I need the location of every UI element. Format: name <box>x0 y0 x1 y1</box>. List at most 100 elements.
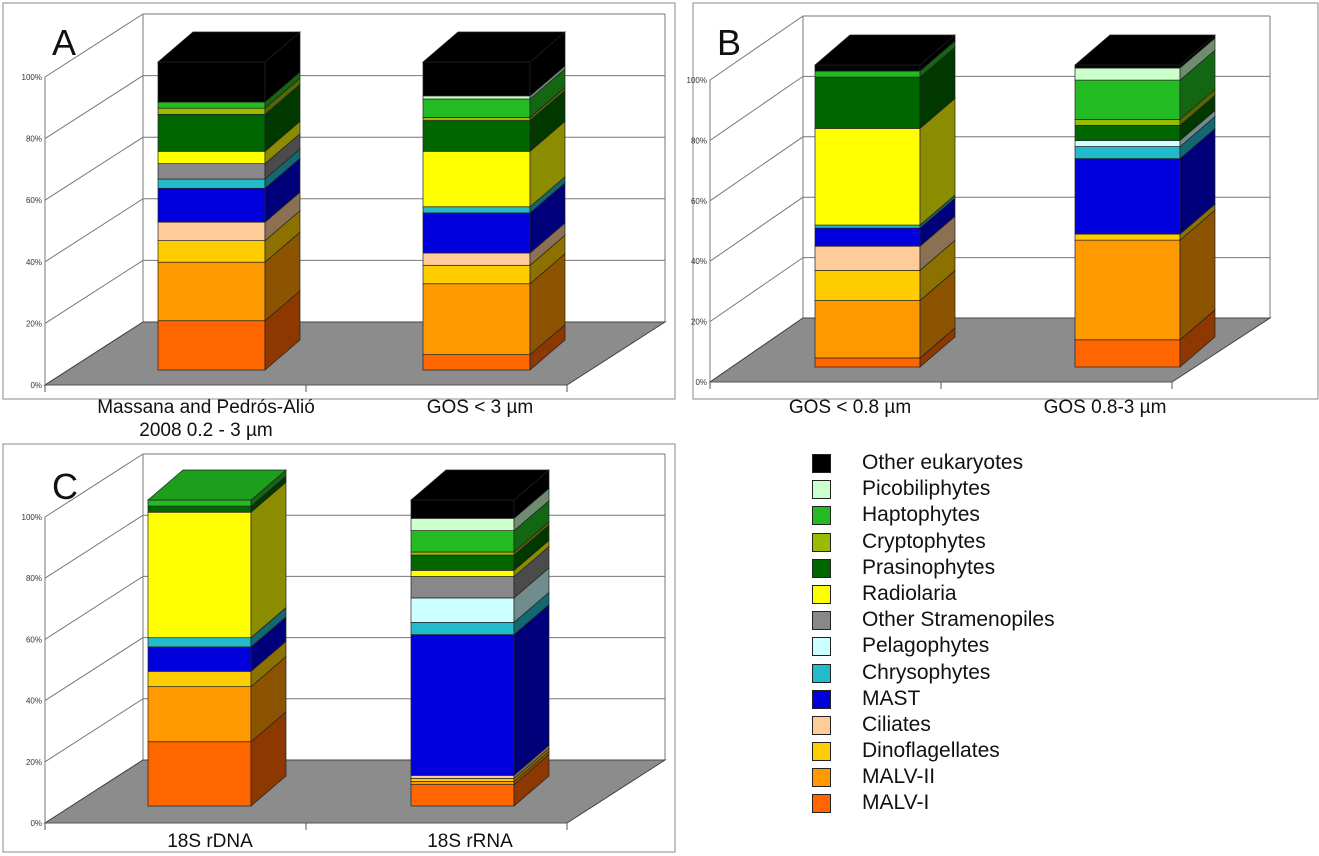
bar-segment <box>410 570 515 577</box>
bar-segment <box>422 61 531 97</box>
y-tick-label: 0% <box>30 381 42 390</box>
bar-segment <box>1074 158 1181 235</box>
bar-segment <box>422 117 531 121</box>
gridline <box>709 257 804 323</box>
bar-segment <box>157 178 266 189</box>
bar-segment <box>1074 239 1181 341</box>
gridline <box>44 136 144 201</box>
bar-segment <box>147 686 252 743</box>
legend-swatch <box>812 689 831 709</box>
bar-segment <box>814 270 921 301</box>
bar-segment <box>422 283 531 355</box>
legend-label: Dinoflagellates <box>862 739 1000 763</box>
gridline <box>44 198 144 263</box>
y-tick-label: 100% <box>22 73 42 82</box>
y-tick-label: 40% <box>26 258 42 267</box>
y-tick-label: 60% <box>26 635 42 644</box>
bar-segment <box>814 300 921 359</box>
legend-label: Picobiliphytes <box>862 477 991 501</box>
bar-segment <box>410 634 515 776</box>
legend-label: Other eukaryotes <box>862 451 1024 474</box>
legend-label: MALV-I <box>862 791 930 815</box>
bar-segment <box>147 499 252 507</box>
bar-segment <box>1074 125 1181 141</box>
bar-segment <box>147 637 252 648</box>
bar-segment <box>814 64 921 72</box>
category-label: 18S rDNA <box>167 831 253 852</box>
bar-segment <box>422 98 531 118</box>
bar-segment <box>147 671 252 688</box>
y-tick-label: 0% <box>30 819 42 828</box>
bar-segment <box>422 354 531 371</box>
legend-label: MAST <box>862 686 921 710</box>
y-tick-label: 80% <box>26 574 42 583</box>
bar-segment <box>410 775 515 779</box>
bar-segment <box>410 554 515 571</box>
bar-segment <box>147 505 252 513</box>
bar-segment <box>157 187 266 223</box>
legend-swatch <box>812 637 831 657</box>
panel-letter-a: A <box>52 22 77 63</box>
bar-segment <box>1074 146 1181 159</box>
gridline <box>44 75 144 140</box>
legend-swatch <box>812 663 831 683</box>
bar-segment <box>157 101 266 109</box>
bar-segment <box>410 499 515 519</box>
y-tick-label: 80% <box>26 135 42 144</box>
bar-segment <box>410 781 515 785</box>
panel-letter-b: B <box>717 22 742 63</box>
gridline <box>44 259 144 324</box>
bar-segment <box>814 70 921 78</box>
legend-label: Other Stramenopiles <box>862 608 1055 632</box>
y-tick-label: 100% <box>22 513 42 522</box>
y-tick-label: 20% <box>26 758 42 767</box>
bar-segment <box>410 518 515 531</box>
bar-segment <box>410 530 515 553</box>
bar-segment <box>157 114 266 152</box>
legend-swatch <box>812 742 831 762</box>
bar-segment <box>422 120 531 152</box>
category-label: GOS < 3 µm <box>426 397 534 418</box>
legend-swatch <box>812 532 831 552</box>
bar-segment <box>157 261 266 322</box>
bar-segment <box>422 252 531 266</box>
bar-segment <box>422 206 531 214</box>
bar-segment <box>410 778 515 782</box>
bar-segment <box>157 107 266 115</box>
bar-segment <box>814 76 921 129</box>
gridline <box>44 514 144 579</box>
gridline <box>44 575 144 640</box>
bar-segment <box>1074 67 1181 81</box>
category-label: Massana and Pedrós-Alió 2008 0.2 - 3 µm <box>97 397 315 441</box>
bar-segment <box>422 212 531 254</box>
bar-top <box>157 31 301 63</box>
bar-top <box>1074 34 1216 66</box>
legend-label: Cryptophytes <box>862 529 986 553</box>
legend-swatch <box>812 584 831 604</box>
legend-label: MALV-II <box>862 765 936 789</box>
bar-segment <box>814 224 921 229</box>
legend-label: Haptophytes <box>862 503 980 527</box>
gridline <box>44 698 144 763</box>
category-label: 18S rRNA <box>427 831 513 852</box>
bar-segment <box>410 622 515 635</box>
bar-segment <box>410 597 515 623</box>
bar-segment <box>422 150 531 208</box>
gridline <box>709 75 804 141</box>
bar-segment <box>147 511 252 639</box>
bar-top <box>410 469 550 501</box>
panel-frame <box>2 2 676 400</box>
bar-segment <box>410 576 515 599</box>
gridline <box>709 136 804 202</box>
bar-top <box>422 31 566 63</box>
bar-segment <box>157 320 266 371</box>
legend-swatch <box>812 480 831 500</box>
y-tick-label: 0% <box>695 378 707 387</box>
bar-segment <box>1074 79 1181 120</box>
bar-segment <box>410 784 515 807</box>
y-tick-label: 20% <box>691 318 707 327</box>
legend-swatch <box>812 715 831 735</box>
legend-label: Prasinophytes <box>862 555 996 579</box>
legend-label: Ciliates <box>862 712 931 736</box>
